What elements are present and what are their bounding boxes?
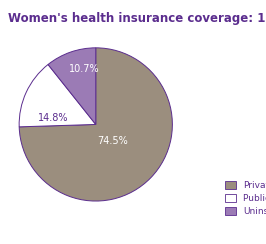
Wedge shape bbox=[48, 48, 96, 124]
Legend: Private, Public only, Uninsured: Private, Public only, Uninsured bbox=[225, 181, 266, 216]
Wedge shape bbox=[19, 64, 96, 127]
Text: 74.5%: 74.5% bbox=[97, 136, 128, 146]
Text: Women's health insurance coverage: 1996: Women's health insurance coverage: 1996 bbox=[8, 12, 266, 25]
Text: 14.8%: 14.8% bbox=[38, 113, 69, 123]
Wedge shape bbox=[19, 48, 172, 201]
Text: 10.7%: 10.7% bbox=[69, 64, 99, 74]
